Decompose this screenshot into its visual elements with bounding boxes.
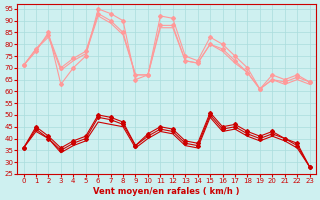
X-axis label: Vent moyen/en rafales ( km/h ): Vent moyen/en rafales ( km/h ) bbox=[93, 187, 240, 196]
